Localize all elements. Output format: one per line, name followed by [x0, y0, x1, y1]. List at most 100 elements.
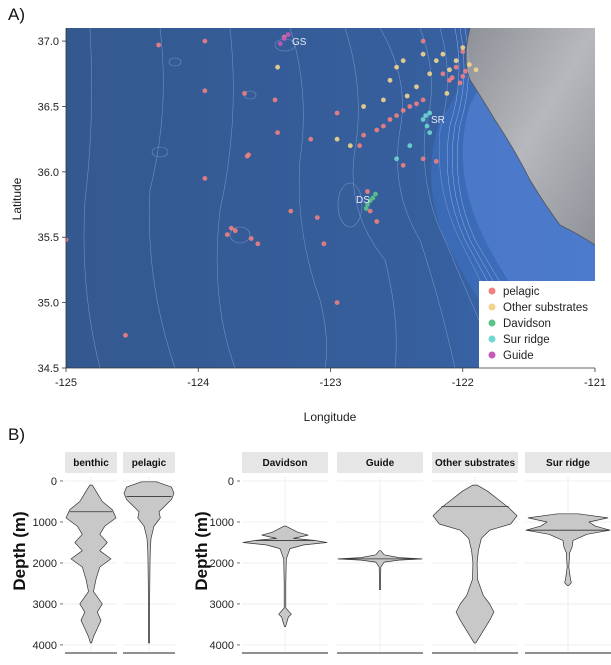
violin-y-tick-label: 4000 [33, 640, 57, 652]
bathymetry-map: GS SR DS [66, 28, 595, 368]
point-other-substrates-6 [400, 58, 406, 64]
point-guide-1 [281, 36, 287, 41]
legend-key-other-substrates [488, 303, 496, 311]
point-pelagic-15 [275, 130, 280, 136]
point-other-substrates-12 [447, 67, 452, 73]
point-pelagic-3 [202, 38, 208, 44]
point-pelagic-29 [387, 117, 393, 122]
facet-strip-label: benthic [73, 458, 109, 469]
legend-key-davidson [488, 319, 496, 327]
map-x-tick-label: -121 [584, 377, 606, 389]
violin-y-tick-label: 2000 [33, 558, 57, 570]
point-sur-ridge-3 [424, 123, 430, 129]
point-other-substrates-18 [404, 93, 410, 99]
point-pelagic-41 [460, 74, 466, 79]
point-other-substrates-5 [394, 64, 399, 70]
facet-strip-label: Other substrates [435, 458, 515, 469]
point-sur-ridge-5 [394, 156, 399, 162]
point-pelagic-24 [365, 189, 370, 194]
point-pelagic-16 [288, 208, 294, 214]
panel-b-label: B) [8, 425, 25, 444]
point-sur-ridge-0 [420, 117, 426, 122]
panel-a-label: A) [8, 5, 25, 24]
point-pelagic-5 [202, 176, 208, 181]
violin-y-tick-label: 3000 [210, 599, 234, 611]
point-pelagic-13 [246, 152, 251, 158]
legend-label-other-substrates: Other substrates [503, 302, 588, 314]
point-pelagic-23 [361, 132, 366, 138]
facet-strip-label: Guide [366, 458, 395, 469]
map-x-tick-label: -124 [187, 377, 209, 389]
point-pelagic-46 [420, 38, 426, 44]
facet-sur-ridge: Sur ridge [525, 452, 611, 654]
point-sur-ridge-4 [407, 143, 413, 149]
violin-left-y-axis-title: Depth (m) [10, 511, 29, 590]
facet-strip-label: pelagic [132, 458, 167, 469]
facet-strip [242, 452, 328, 473]
point-pelagic-17 [308, 136, 314, 142]
point-other-substrates-17 [444, 91, 450, 96]
point-other-substrates-3 [361, 104, 366, 109]
point-davidson-4 [373, 191, 378, 197]
violin-y-tick-label: 3000 [33, 599, 57, 611]
site-label-sr: SR [431, 115, 445, 126]
point-pelagic-39 [453, 64, 459, 70]
point-pelagic-44 [420, 156, 426, 162]
series-sur-ridge [394, 110, 433, 162]
violin-benthic [65, 484, 117, 644]
series-guide [277, 32, 291, 47]
point-other-substrates-14 [460, 45, 466, 50]
coastline [465, 28, 595, 246]
facet-strip [337, 452, 423, 473]
point-other-substrates-15 [467, 62, 472, 67]
series-davidson [363, 191, 378, 211]
map-y-tick-label: 37.0 [38, 36, 59, 48]
facet-other-substrates: Other substrates [432, 452, 518, 654]
point-pelagic-8 [232, 228, 238, 234]
map-y-tick-label: 35.0 [38, 298, 59, 310]
point-pelagic-42 [463, 68, 468, 74]
legend-key-guide [488, 351, 496, 359]
violin-pelagic [123, 481, 175, 644]
point-other-substrates-11 [440, 51, 446, 57]
series-pelagic [66, 34, 468, 338]
point-pelagic-25 [367, 208, 373, 214]
point-other-substrates-4 [387, 77, 393, 83]
point-pelagic-22 [357, 143, 362, 149]
point-other-substrates-2 [347, 143, 353, 149]
point-other-substrates-9 [427, 71, 433, 77]
violin-y-tick-label: 4000 [210, 640, 234, 652]
facet-strip [123, 452, 175, 473]
point-pelagic-43 [460, 49, 466, 54]
point-pelagic-32 [407, 104, 413, 109]
point-pelagic-38 [449, 75, 455, 81]
violin-right-y-axis-title: Depth (m) [192, 511, 211, 590]
point-pelagic-33 [414, 101, 419, 107]
point-other-substrates-8 [420, 51, 426, 57]
map-points [66, 32, 479, 338]
map-legend: pelagic Other substrates Davidson Sur ridge… [479, 281, 595, 368]
legend-label-guide: Guide [503, 350, 534, 362]
point-other-substrates-16 [473, 67, 479, 73]
point-other-substrates-19 [381, 97, 386, 103]
point-pelagic-9 [248, 236, 254, 241]
point-pelagic-40 [457, 80, 463, 86]
facet-strip [65, 452, 117, 473]
point-pelagic-19 [321, 241, 327, 247]
site-label-gs: GS [292, 37, 307, 48]
point-pelagic-21 [334, 110, 340, 116]
map-x-tick-label: -123 [319, 377, 341, 389]
point-other-substrates-10 [433, 58, 439, 64]
point-sur-ridge-6 [427, 130, 433, 136]
land-area [466, 28, 595, 245]
point-pelagic-2 [156, 42, 162, 48]
violin-other-substrates [432, 484, 518, 644]
point-pelagic-14 [272, 97, 278, 103]
point-pelagic-27 [374, 127, 380, 133]
point-pelagic-11 [242, 91, 247, 96]
point-pelagic-4 [202, 88, 208, 94]
legend-label-pelagic: pelagic [503, 286, 540, 298]
legend-label-sur-ridge: Sur ridge [503, 334, 550, 346]
point-pelagic-36 [440, 71, 446, 77]
point-pelagic-7 [228, 225, 234, 231]
